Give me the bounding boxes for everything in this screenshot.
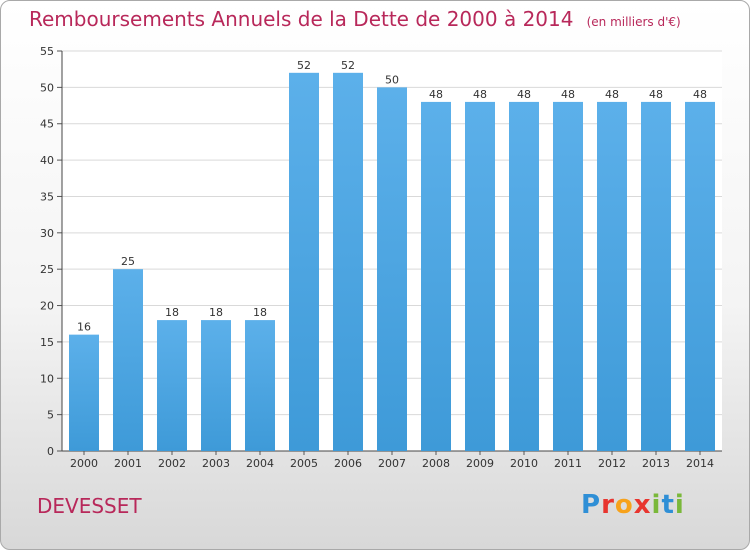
- data-label: 50: [385, 73, 399, 86]
- data-label: 48: [649, 88, 663, 101]
- x-tick-label: 2007: [378, 457, 406, 470]
- data-label: 52: [341, 59, 355, 72]
- data-label: 48: [605, 88, 619, 101]
- bar: [597, 101, 627, 451]
- proxiti-logo: Proxiti: [581, 490, 685, 520]
- data-label: 48: [473, 88, 487, 101]
- x-tick-label: 2001: [114, 457, 142, 470]
- bar: [509, 101, 539, 451]
- commune-name: DEVESSET: [37, 494, 142, 518]
- y-tick-label: 55: [40, 45, 54, 58]
- chart-title-row: Remboursements Annuels de la Dette de 20…: [29, 7, 681, 31]
- bar: [289, 72, 319, 452]
- x-tick-label: 2010: [510, 457, 538, 470]
- x-tick-label: 2008: [422, 457, 450, 470]
- y-tick-label: 45: [40, 118, 54, 131]
- bar: [113, 269, 143, 451]
- y-tick-label: 35: [40, 190, 54, 203]
- bar: [553, 101, 583, 451]
- x-tick-label: 2006: [334, 457, 362, 470]
- y-tick-label: 0: [47, 445, 54, 458]
- x-tick-label: 2000: [70, 457, 98, 470]
- logo-letter: i: [651, 490, 662, 520]
- bar: [245, 320, 275, 451]
- data-label: 18: [165, 306, 179, 319]
- bar: [685, 101, 715, 451]
- x-tick-label: 2012: [598, 457, 626, 470]
- data-label: 52: [297, 59, 311, 72]
- x-tick-label: 2013: [642, 457, 670, 470]
- x-tick-label: 2005: [290, 457, 318, 470]
- y-tick-label: 10: [40, 372, 54, 385]
- logo-letter: o: [614, 490, 634, 520]
- bar: [333, 72, 363, 452]
- x-tick-label: 2003: [202, 457, 230, 470]
- bar: [641, 101, 671, 451]
- x-tick-label: 2014: [686, 457, 714, 470]
- y-tick-label: 5: [47, 409, 54, 422]
- bar: [157, 320, 187, 451]
- logo-letter: i: [674, 490, 685, 520]
- chart-unit-note: (en milliers d'€): [586, 15, 681, 29]
- y-tick-label: 30: [40, 227, 54, 240]
- bar: [377, 87, 407, 451]
- logo-letter: P: [581, 490, 602, 520]
- data-label: 48: [517, 88, 531, 101]
- x-tick-label: 2011: [554, 457, 582, 470]
- x-tick-label: 2004: [246, 457, 274, 470]
- bar: [201, 320, 231, 451]
- x-tick-label: 2009: [466, 457, 494, 470]
- chart-title: Remboursements Annuels de la Dette de 20…: [29, 7, 574, 31]
- y-tick-label: 40: [40, 154, 54, 167]
- data-label: 16: [77, 321, 91, 334]
- logo-letter: r: [601, 490, 615, 520]
- y-tick-label: 50: [40, 81, 54, 94]
- bar: [69, 334, 99, 451]
- data-label: 48: [693, 88, 707, 101]
- bar: [465, 101, 495, 451]
- logo-letter: t: [661, 490, 675, 520]
- bar: [421, 101, 451, 451]
- data-label: 48: [429, 88, 443, 101]
- data-label: 48: [561, 88, 575, 101]
- x-tick-label: 2002: [158, 457, 186, 470]
- y-tick-label: 25: [40, 263, 54, 276]
- data-label: 25: [121, 255, 135, 268]
- y-tick-label: 15: [40, 336, 54, 349]
- y-tick-label: 20: [40, 300, 54, 313]
- data-label: 18: [253, 306, 267, 319]
- data-label: 18: [209, 306, 223, 319]
- logo-letter: x: [633, 490, 652, 520]
